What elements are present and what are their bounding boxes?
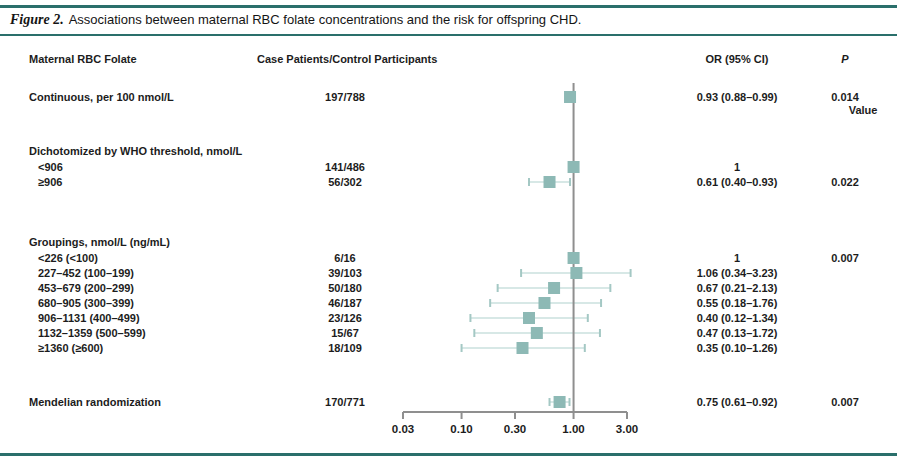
p-value: 0.022 [785,174,897,190]
bottom-rule [0,453,897,456]
or-ci-value: 0.35 (0.10–1.26) [667,340,807,356]
row-label: Mendelian randomization [29,394,161,410]
row-label: 227–452 (100–199) [38,265,134,281]
row-grp-680-905: 680–905 (300–399) 46/187 0.55 (0.18–1.76) [0,295,897,311]
row-grp-1132-1359: 1132–1359 (500–599) 15/67 0.47 (0.13–1.72) [0,325,897,341]
row-label: 1132–1359 (500–599) [38,325,146,341]
row-grp-453-679: 453–679 (200–299) 50/180 0.67 (0.21–2.13) [0,280,897,296]
cases-controls-value: 18/109 [270,340,420,356]
p-value: 0.007 [785,250,897,266]
row-label: <906 [38,159,63,175]
row-dichotomized-header: Dichotomized by WHO threshold, nmol/L [0,143,897,159]
row-grp-906-1131: 906–1131 (400–499) 23/126 0.40 (0.12–1.34) [0,310,897,326]
cases-controls-value: 23/126 [270,310,420,326]
row-label: <226 (<100) [38,250,98,266]
or-ci-value: 0.55 (0.18–1.76) [667,295,807,311]
row-grp-lt226: <226 (<100)6/1610.007 [0,250,897,266]
column-header-pvalue: P Value [785,51,897,67]
p-value: 0.014 [785,89,897,105]
cases-controls-value: 141/486 [270,159,420,175]
row-label: ≥906 [38,174,62,190]
or-ci-value: 0.47 (0.13–1.72) [667,325,807,341]
axis-tick-label-3: 1.00 [552,423,596,435]
or-ci-value: 0.40 (0.12–1.34) [667,310,807,326]
axis-tick-label-1: 0.10 [440,423,484,435]
axis-tick-label-0: 0.03 [381,423,425,435]
row-mendelian: Mendelian randomization170/7710.75 (0.61… [0,394,897,410]
cases-controls-value: 46/187 [270,295,420,311]
axis-tick-label-4: 3.00 [605,423,649,435]
cases-controls-value: 170/771 [270,394,420,410]
figure-2-forest-plot: Figure 2. Associations between maternal R… [0,0,897,467]
row-label: Continuous, per 100 nmol/L [29,89,174,105]
cases-controls-value: 39/103 [270,265,420,281]
row-label: ≥1360 (≥600) [38,340,103,356]
figure-label: Figure 2. [10,12,64,27]
axis-tick-label-2: 0.30 [493,423,537,435]
cases-controls-value: 197/788 [270,89,420,105]
figure-title-text: Associations between maternal RBC folate… [69,12,582,27]
row-continuous: Continuous, per 100 nmol/L197/7880.93 (0… [0,89,897,105]
column-header-folate: Maternal RBC Folate [29,51,137,67]
title-divider-rule [0,34,897,36]
or-ci-value: 0.67 (0.21–2.13) [667,280,807,296]
cases-controls-value: 6/16 [270,250,420,266]
figure-title: Figure 2. Associations between maternal R… [10,12,581,28]
column-header-cases: Case Patients/Control Participants [257,51,437,67]
p-italic: P [841,53,848,65]
group-header-label: Groupings, nmol/L (ng/mL) [29,234,170,250]
cases-controls-value: 50/180 [270,280,420,296]
p-value: 0.007 [785,394,897,410]
or-ci-value: 1.06 (0.34–3.23) [667,265,807,281]
row-label: 453–679 (200–299) [38,280,134,296]
row-label: 906–1131 (400–499) [38,310,140,326]
row-groupings-header: Groupings, nmol/L (ng/mL) [0,234,897,250]
row-label: 680–905 (300–399) [38,295,134,311]
group-header-label: Dichotomized by WHO threshold, nmol/L [29,143,242,159]
cases-controls-value: 56/302 [270,174,420,190]
row-grp-ge1360: ≥1360 (≥600) 18/109 0.35 (0.10–1.26) [0,340,897,356]
row-ge906: ≥90656/3020.61 (0.40–0.93)0.022 [0,174,897,190]
row-lt906: <906 141/486 1 [0,159,897,175]
top-rule [0,5,897,8]
or-ci-value: 1 [667,159,807,175]
row-grp-227-452: 227–452 (100–199) 39/103 1.06 (0.34–3.23) [0,265,897,281]
cases-controls-value: 15/67 [270,325,420,341]
